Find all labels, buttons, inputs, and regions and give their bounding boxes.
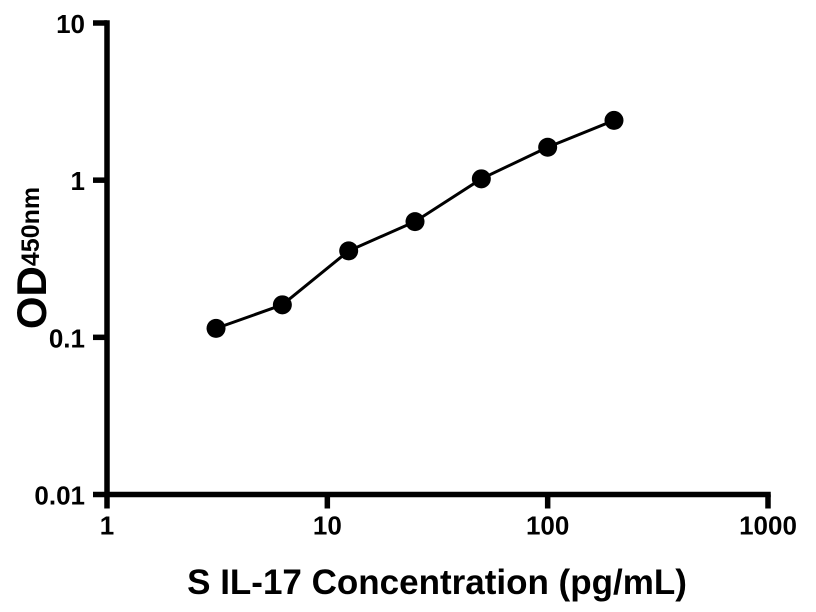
data-point <box>538 137 558 157</box>
data-series <box>206 110 624 338</box>
y-axis-title-subscript: 450nm <box>17 187 45 266</box>
data-point <box>471 169 491 189</box>
y-axis-title-main: OD <box>8 266 55 329</box>
axis-spines <box>104 20 771 498</box>
data-point <box>339 241 359 261</box>
x-tick-label: 10 <box>313 511 342 541</box>
data-point <box>272 295 292 315</box>
data-point <box>604 110 624 130</box>
y-axis-title: OD450nm <box>8 187 55 329</box>
x-tick-labels: 1 10 100 1000 <box>100 511 797 541</box>
y-tick-label: 0.1 <box>49 323 85 353</box>
x-tick-label: 100 <box>526 511 569 541</box>
y-tick-label: 0.01 <box>34 481 85 511</box>
axes <box>104 20 771 498</box>
y-tick-labels: 10 1 0.1 0.01 <box>34 9 85 511</box>
y-tick-label: 1 <box>71 166 85 196</box>
x-tick-label: 1 <box>100 511 114 541</box>
y-tick-label: 10 <box>56 9 85 39</box>
tick-marks <box>93 20 771 509</box>
data-point <box>405 212 425 232</box>
x-tick-label: 1000 <box>739 511 797 541</box>
x-axis-title: S IL-17 Concentration (pg/mL) <box>187 563 687 602</box>
data-point <box>206 318 226 338</box>
